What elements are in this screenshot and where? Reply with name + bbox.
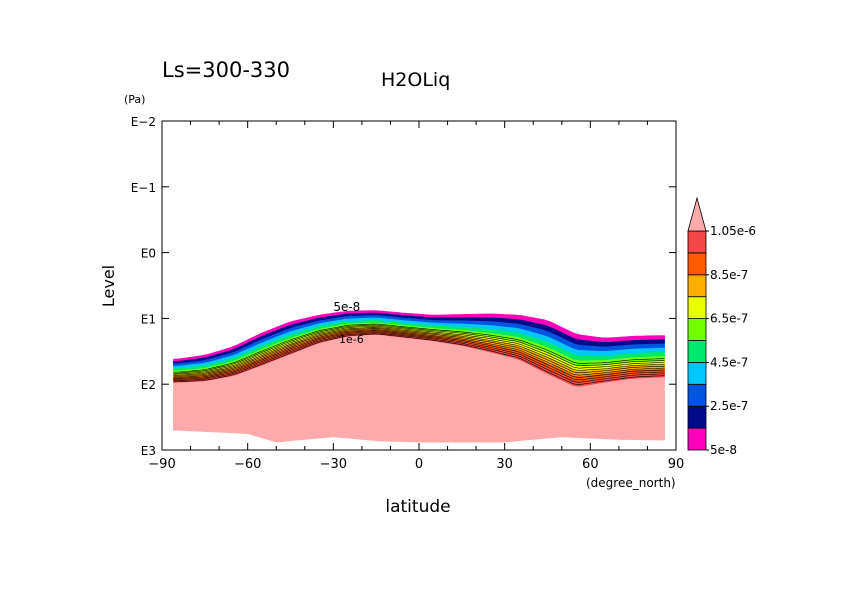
contour-line [173,328,665,377]
plot-area [173,310,665,443]
axes: −90 −60 −30 0 30 60 90 E−2 E−1 E0 E1 E2 E3 [131,115,685,472]
y-tick-label: E2 [141,378,156,392]
colorbar-label: 8.5e-7 [710,268,748,282]
y-tick-label: E0 [141,247,156,261]
colorbar-label: 4.5e-7 [710,355,748,369]
x-tick-label: 30 [496,457,513,472]
contour-line [173,323,665,373]
y-tick-label: E3 [141,444,156,458]
colorbar-swatch-4.5e-7 [687,340,707,363]
contour-line [173,329,665,378]
colorbar-swatch-1.5e-7 [687,405,707,429]
colorbar-swatch-8.5e-7 [687,252,707,276]
y-units-label: (Pa) [124,93,145,106]
colorbar-label: 6.5e-7 [710,312,748,326]
x-tick-label: −30 [320,457,347,472]
contour-line [173,333,665,386]
colorbar-label: 2.5e-7 [710,399,748,413]
x-tick-label: 90 [668,457,685,472]
contour-label: 5e-8 [333,300,360,314]
contour-line [173,325,665,375]
y-axis-label: Level [99,265,118,307]
x-tick-label: 0 [415,457,423,472]
contour-line [173,331,665,381]
contour-line [173,324,665,374]
x-tick-label: −90 [148,457,175,472]
y-tick-label: E−1 [131,181,156,195]
colorbar-label: 1.05e-6 [710,224,756,238]
y-tick-label: E1 [141,312,156,326]
contour-line [173,332,665,383]
contour-labels: 5e-8 1e-6 [333,300,363,346]
colorbar-label: 5e-8 [710,443,737,457]
contour-label: 1e-6 [339,333,364,346]
colorbar: 5e-8 2.5e-7 4.5e-7 6.5e-7 8.5e-7 1.05e-6 [687,196,756,457]
colorbar-swatch-6.5e-7 [687,296,707,320]
chart-subtitle: Ls=300-330 [162,58,290,82]
colorbar-overflow-arrow [687,196,707,232]
x-tick-label: −60 [234,457,261,472]
contour-line [173,330,665,379]
x-tick-label: 60 [582,457,599,472]
contour-line [173,326,665,376]
colorbar-swatch-7.5e-7 [687,274,707,298]
contour-band-overflow [173,334,665,443]
colorbar-swatch-3.5e-7 [687,361,707,385]
chart-title: H2OLiq [381,69,450,91]
colorbar-swatch-5.5e-7 [687,318,707,341]
colorbar-swatch-5e-8 [687,427,707,451]
y-tick-label: E−2 [131,115,156,129]
colorbar-swatch-9.5e-7 [687,230,707,254]
x-axis-label: latitude [385,497,450,517]
x-units-label: (degree_north) [586,476,676,490]
colorbar-swatch-2.5e-7 [687,383,707,407]
